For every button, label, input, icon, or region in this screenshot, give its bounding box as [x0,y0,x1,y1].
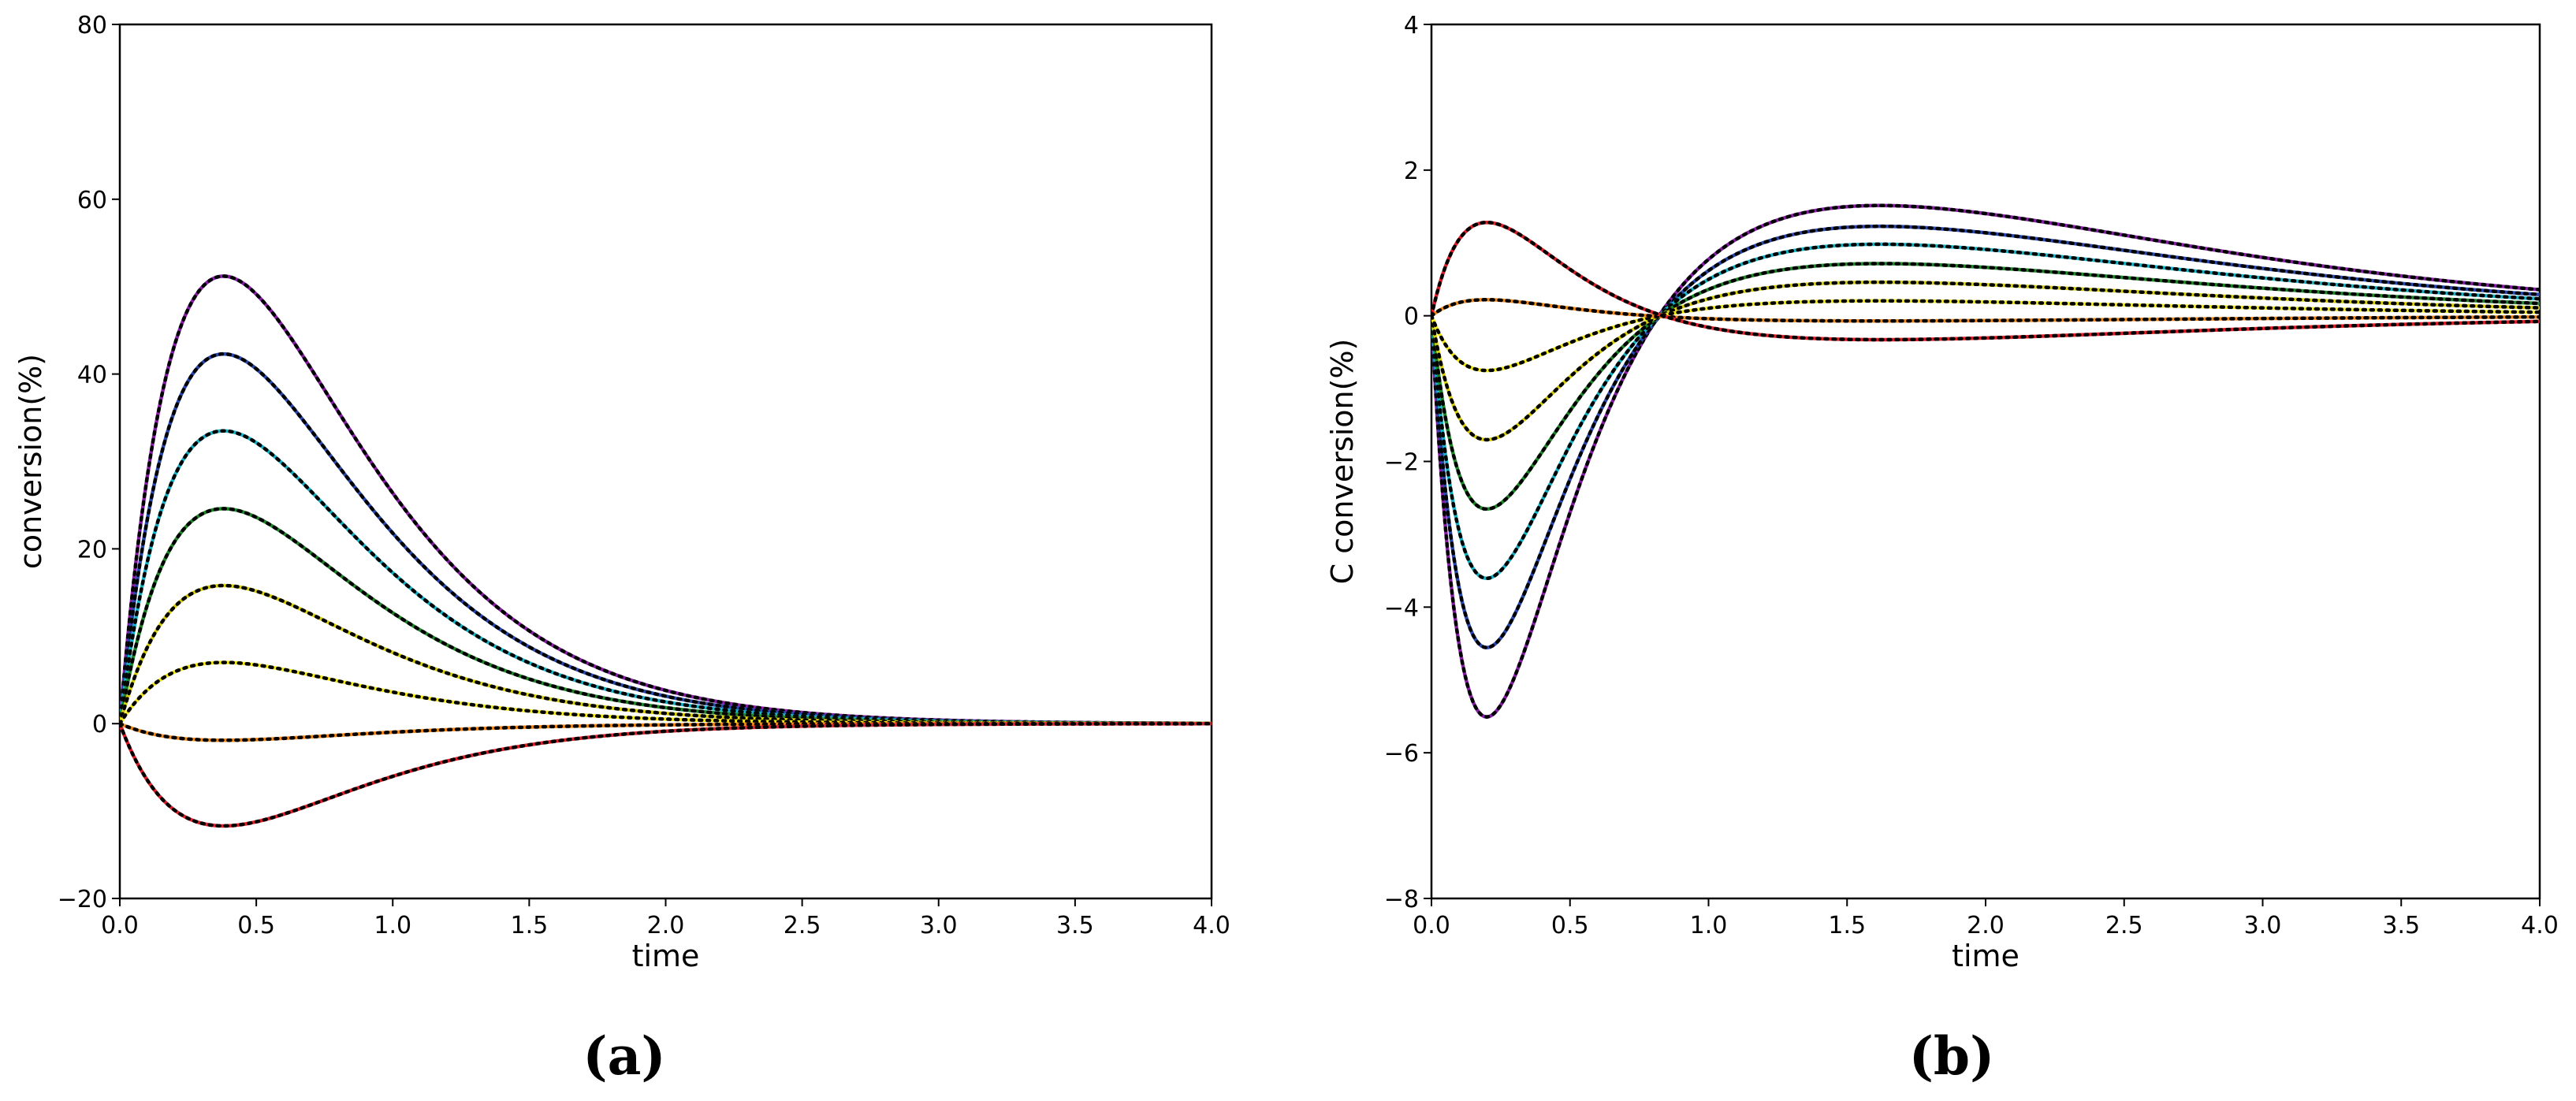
series-dotted-overlay [120,429,1212,726]
y-axis-label: conversion(%) [13,354,48,569]
plot-frame [118,23,1213,900]
x-tick-label: 4.0 [2521,912,2559,939]
y-tick-label: −20 [58,886,107,913]
chart-panel-a: 0.0 0.5 1.0 1.5 2.0 2.5 3.0 3.5 4.0 −20 0 20 40 60 80 t… [13,12,1230,1087]
series-line [120,429,1212,726]
y-tick-label: −8 [1384,886,1419,913]
plot-frame [1430,23,2541,900]
series-dotted-overlay [120,721,1212,742]
series-dotted-overlay [1431,262,2540,511]
y-tick-label: 2 [1404,158,1419,185]
x-tick-label: 3.0 [2244,912,2282,939]
x-tick-label: 2.5 [784,912,821,939]
y-tick-label: −4 [1384,594,1419,622]
x-tick-label: 1.5 [1828,912,1866,939]
series-line [120,274,1212,726]
series-dotted-overlay [1431,242,2540,581]
x-tick-label: 1.0 [374,912,411,939]
y-tick-label: −2 [1384,449,1419,477]
x-axis-label: time [632,939,700,973]
series-dotted-overlay [1431,220,2540,342]
series-dotted-overlay [1431,203,2540,719]
x-tick-label: 3.5 [2382,912,2420,939]
y-tick-label: 60 [77,187,107,214]
series-dotted-overlay [120,352,1212,726]
x-tick-label: 0.0 [1413,912,1450,939]
series-dotted-overlay [1431,224,2540,650]
y-tick-label: 4 [1404,12,1419,39]
panel-caption: (b) [1909,1025,1995,1087]
x-tick-label: 0.5 [237,912,275,939]
x-tick-label: 2.0 [647,912,685,939]
y-tick-label: 20 [77,536,107,564]
x-tick-label: 4.0 [1193,912,1230,939]
chart-panel-b: 0.0 0.5 1.0 1.5 2.0 2.5 3.0 3.5 4.0 −8 −6 −4 −2 0 2 4 ti… [1325,12,2559,1087]
plot-area [120,274,1212,828]
x-axis-label: time [1952,939,2019,973]
y-tick-label: 0 [1404,303,1419,331]
y-tick-label: 40 [77,362,107,389]
x-tick-label: 3.5 [1056,912,1094,939]
x-tick-label: 2.0 [1967,912,2005,939]
x-tick-label: 1.5 [511,912,549,939]
x-tick-label: 0.5 [1551,912,1589,939]
panel-caption: (a) [583,1025,665,1087]
series-dotted-overlay [120,583,1212,726]
series-dotted-overlay [120,721,1212,828]
x-tick-label: 0.0 [101,912,139,939]
series-dotted-overlay [120,274,1212,726]
x-tick-label: 3.0 [920,912,958,939]
x-tick-label: 1.0 [1690,912,1728,939]
y-tick-label: 0 [92,711,107,738]
x-tick-label: 2.5 [2105,912,2143,939]
y-tick-label: 80 [77,12,107,39]
series-dotted-overlay [1431,299,2540,373]
y-tick-label: −6 [1384,740,1419,768]
series-dotted-overlay [1431,280,2540,442]
series-dotted-overlay [1431,298,2540,323]
y-axis-label: C conversion(%) [1325,339,1360,585]
plot-area [1431,203,2540,719]
